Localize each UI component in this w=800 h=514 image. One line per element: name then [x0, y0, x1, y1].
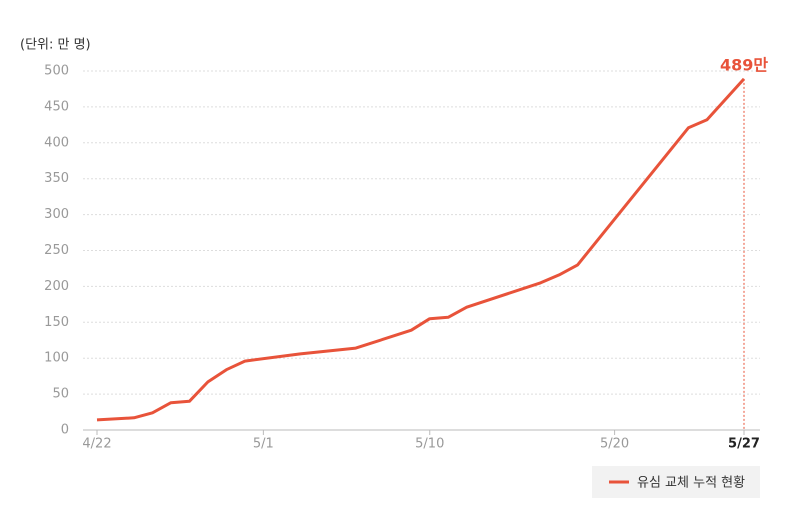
- legend: 유심 교체 누적 현황: [592, 466, 760, 498]
- y-tick-label: 150: [44, 315, 69, 330]
- x-tick-label: 5/20: [600, 437, 629, 452]
- y-tick-label: 200: [44, 279, 69, 294]
- y-tick-label: 250: [44, 243, 69, 258]
- y-tick-label: 0: [61, 423, 69, 438]
- y-axis-label: (단위: 만 명): [20, 38, 91, 53]
- y-tick-label: 500: [44, 64, 69, 79]
- line: [96, 77, 746, 422]
- y-tick-label: 50: [52, 387, 69, 402]
- x-tick-label: 5/10: [415, 437, 444, 452]
- annotation: 489만: [720, 55, 768, 74]
- y-tick-label: 400: [44, 135, 69, 150]
- legend-label: 유심 교체 누적 현황: [637, 476, 745, 491]
- x-tick-label: 5/1: [253, 437, 274, 452]
- y-tick-label: 100: [44, 351, 69, 366]
- y-tick-label: 350: [44, 171, 69, 186]
- y-tick-label: 300: [44, 207, 69, 222]
- x-tick-label: 5/27: [728, 437, 760, 452]
- y-tick-label: 450: [44, 99, 69, 114]
- x-tick-label: 4/22: [82, 437, 111, 452]
